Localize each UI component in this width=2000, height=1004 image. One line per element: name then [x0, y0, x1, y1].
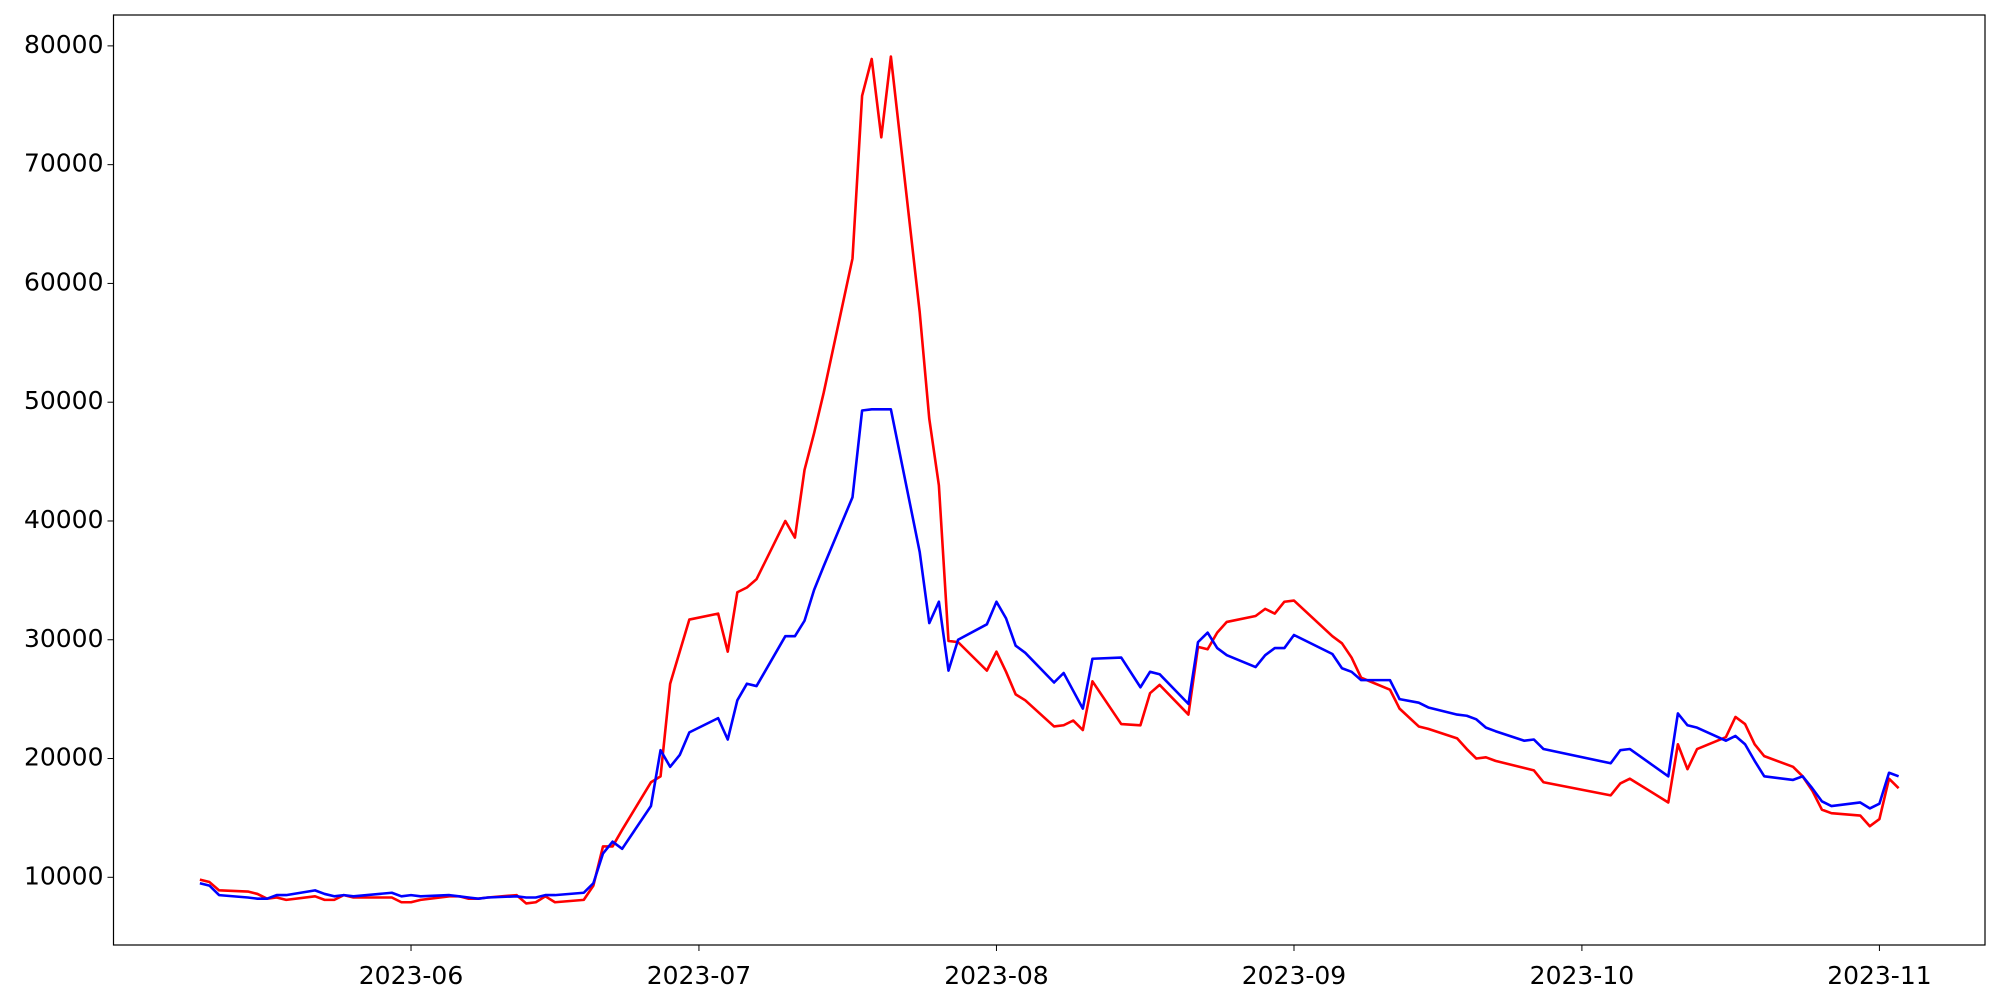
x-tick-label: 2023-08: [944, 961, 1048, 990]
x-tick-label: 2023-06: [359, 961, 463, 990]
y-tick-label: 10000: [24, 861, 104, 890]
plot-frame: [112, 14, 1986, 946]
y-tick-label: 80000: [24, 30, 104, 59]
series-line: [199, 55, 1900, 905]
x-tick-label: 2023-11: [1827, 961, 1931, 990]
y-tick-label: 30000: [24, 624, 104, 653]
y-tick-label: 70000: [24, 149, 104, 178]
y-tick-label: 20000: [24, 743, 104, 772]
x-tick-label: 2023-09: [1242, 961, 1346, 990]
x-tick-label: 2023-10: [1530, 961, 1634, 990]
y-tick-label: 60000: [24, 267, 104, 296]
series-line: [199, 408, 1900, 900]
x-tick-label: 2023-07: [647, 961, 751, 990]
y-tick-label: 40000: [24, 505, 104, 534]
y-tick-label: 50000: [24, 386, 104, 415]
